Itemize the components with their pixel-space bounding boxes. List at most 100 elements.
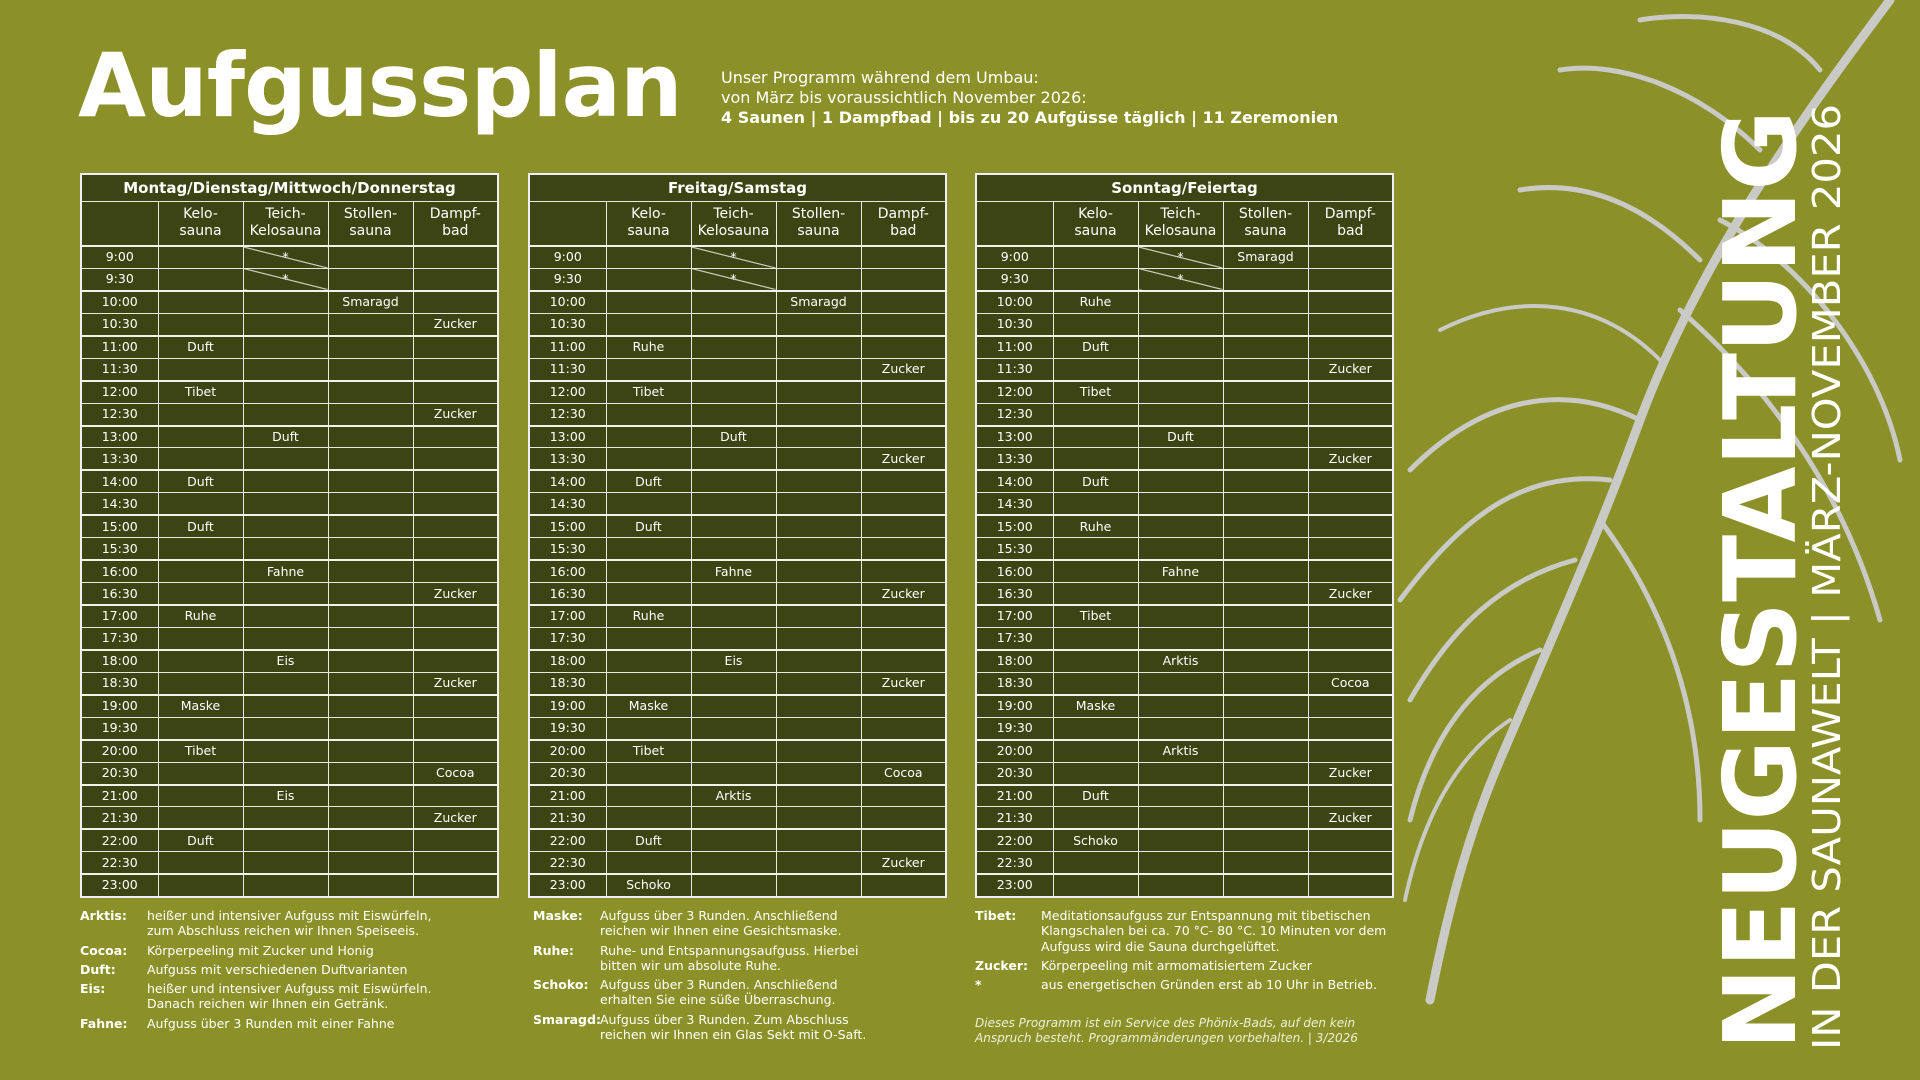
session-cell — [775, 671, 862, 696]
time-cell: 9:00 — [528, 244, 607, 269]
session-cell — [1137, 492, 1224, 516]
legend-term: Arktis: — [80, 908, 127, 923]
time-cell: 23:00 — [528, 873, 607, 898]
session-cell: Zucker — [1307, 761, 1394, 786]
session-cell — [690, 806, 777, 830]
time-cell: 16:00 — [975, 559, 1054, 584]
session-cell — [1052, 582, 1139, 606]
session-cell — [242, 537, 329, 561]
time-row: 12:30 — [528, 402, 947, 427]
session-cell — [412, 514, 499, 539]
column-header-line: bad — [1337, 223, 1364, 240]
time-cell: 9:00 — [80, 244, 159, 269]
time-row: 14:00 Duft — [975, 469, 1394, 494]
time-row: 20:00 Tibet — [80, 738, 499, 763]
session-cell: Duft — [1052, 334, 1139, 359]
column-header-line: Kelo- — [183, 206, 218, 223]
session-cell — [860, 244, 947, 269]
session-cell — [860, 312, 947, 337]
session-cell — [412, 424, 499, 449]
session-cell — [327, 244, 414, 269]
session-cell — [1052, 738, 1139, 763]
time-cell: 14:30 — [528, 492, 607, 516]
session-cell — [412, 828, 499, 853]
time-cell: 19:00 — [975, 693, 1054, 718]
time-cell: 22:30 — [975, 851, 1054, 875]
time-row: 20:30 Zucker — [975, 761, 1394, 786]
session-cell — [1307, 492, 1394, 516]
column-header-line: Kelosauna — [1144, 223, 1217, 240]
session-cell: Smaragd — [327, 289, 414, 314]
session-cell: Zucker — [412, 671, 499, 696]
time-cell: 9:30 — [975, 267, 1054, 292]
session-cell — [690, 716, 777, 741]
session-cell — [157, 267, 244, 292]
time-cell: 14:00 — [528, 469, 607, 494]
legend-entry: Tibet: Meditationsaufguss zur Entspannung… — [975, 908, 1386, 954]
time-row: 10:00 Smaragd — [80, 289, 499, 314]
session-cell — [775, 738, 862, 763]
session-cell — [1222, 806, 1309, 830]
time-cell: 23:00 — [975, 873, 1054, 898]
session-cell: Maske — [605, 693, 692, 718]
session-cell: Cocoa — [1307, 671, 1394, 696]
intro-line: Unser Programm während dem Umbau: — [721, 68, 1039, 87]
session-cell — [1052, 806, 1139, 830]
time-row: 22:00 Schoko — [975, 828, 1394, 853]
session-cell — [1137, 379, 1224, 404]
session-cell — [412, 716, 499, 741]
session-cell — [775, 267, 862, 292]
legend-term: Schoko: — [533, 977, 589, 993]
session-cell — [605, 626, 692, 651]
session-cell — [1307, 648, 1394, 673]
column-header: Dampf-bad — [412, 200, 499, 247]
session-cell — [690, 873, 777, 898]
time-row: 12:30 Zucker — [80, 402, 499, 427]
legend-column: Maske: Aufguss über 3 Runden. Anschließen… — [533, 908, 866, 1042]
time-row: 11:00 Duft — [975, 334, 1394, 359]
legend-entry: Zucker: Körperpeeling mit armomatisiertem… — [975, 958, 1386, 973]
legend-entry: Smaragd: Aufguss über 3 Runden. Zum Absch… — [533, 1012, 866, 1043]
session-cell — [242, 402, 329, 427]
table-title: Sonntag/Feiertag — [975, 173, 1394, 202]
session-cell — [690, 693, 777, 718]
session-cell — [690, 289, 777, 314]
session-cell — [690, 603, 777, 628]
time-row: 21:00 Eis — [80, 783, 499, 808]
session-cell: Zucker — [412, 312, 499, 337]
time-row: 15:30 — [528, 537, 947, 561]
session-cell — [1137, 873, 1224, 898]
session-cell: * — [1137, 267, 1224, 292]
session-cell — [775, 514, 862, 539]
intro: Unser Programm während dem Umbau: von Mär… — [721, 68, 1338, 128]
session-cell — [1307, 716, 1394, 741]
session-cell: Fahne — [242, 559, 329, 584]
time-row: 15:30 — [80, 537, 499, 561]
footnote-line: Dieses Programm ist ein Service des Phön… — [975, 1016, 1356, 1031]
session-cell — [327, 806, 414, 830]
session-cell — [327, 559, 414, 584]
session-cell — [690, 582, 777, 606]
session-cell — [412, 244, 499, 269]
session-cell — [860, 559, 947, 584]
session-cell: Arktis — [1137, 738, 1224, 763]
session-cell — [775, 626, 862, 651]
session-cell — [412, 267, 499, 292]
session-cell — [157, 357, 244, 382]
column-row: Kelo-sauna Teich- Kelosauna Stollen-sauna Da… — [80, 200, 499, 247]
time-row: 15:00 Duft — [80, 514, 499, 539]
time-row: 21:30 — [528, 806, 947, 830]
session-cell — [157, 447, 244, 471]
session-cell: Arktis — [1137, 648, 1224, 673]
legend-line: Aufguss wird die Sauna durchgelüftet. — [1041, 938, 1280, 954]
session-cell — [1222, 761, 1309, 786]
session-cell — [1137, 761, 1224, 786]
time-row: 17:30 — [975, 626, 1394, 651]
session-cell: Tibet — [157, 379, 244, 404]
session-cell — [690, 357, 777, 382]
session-cell — [157, 492, 244, 516]
legend-entry: * aus energetischen Gründen erst ab 10 Uh… — [975, 977, 1386, 992]
session-cell — [242, 312, 329, 337]
time-row: 16:30 Zucker — [80, 582, 499, 606]
time-row: 9:30 * — [80, 267, 499, 292]
